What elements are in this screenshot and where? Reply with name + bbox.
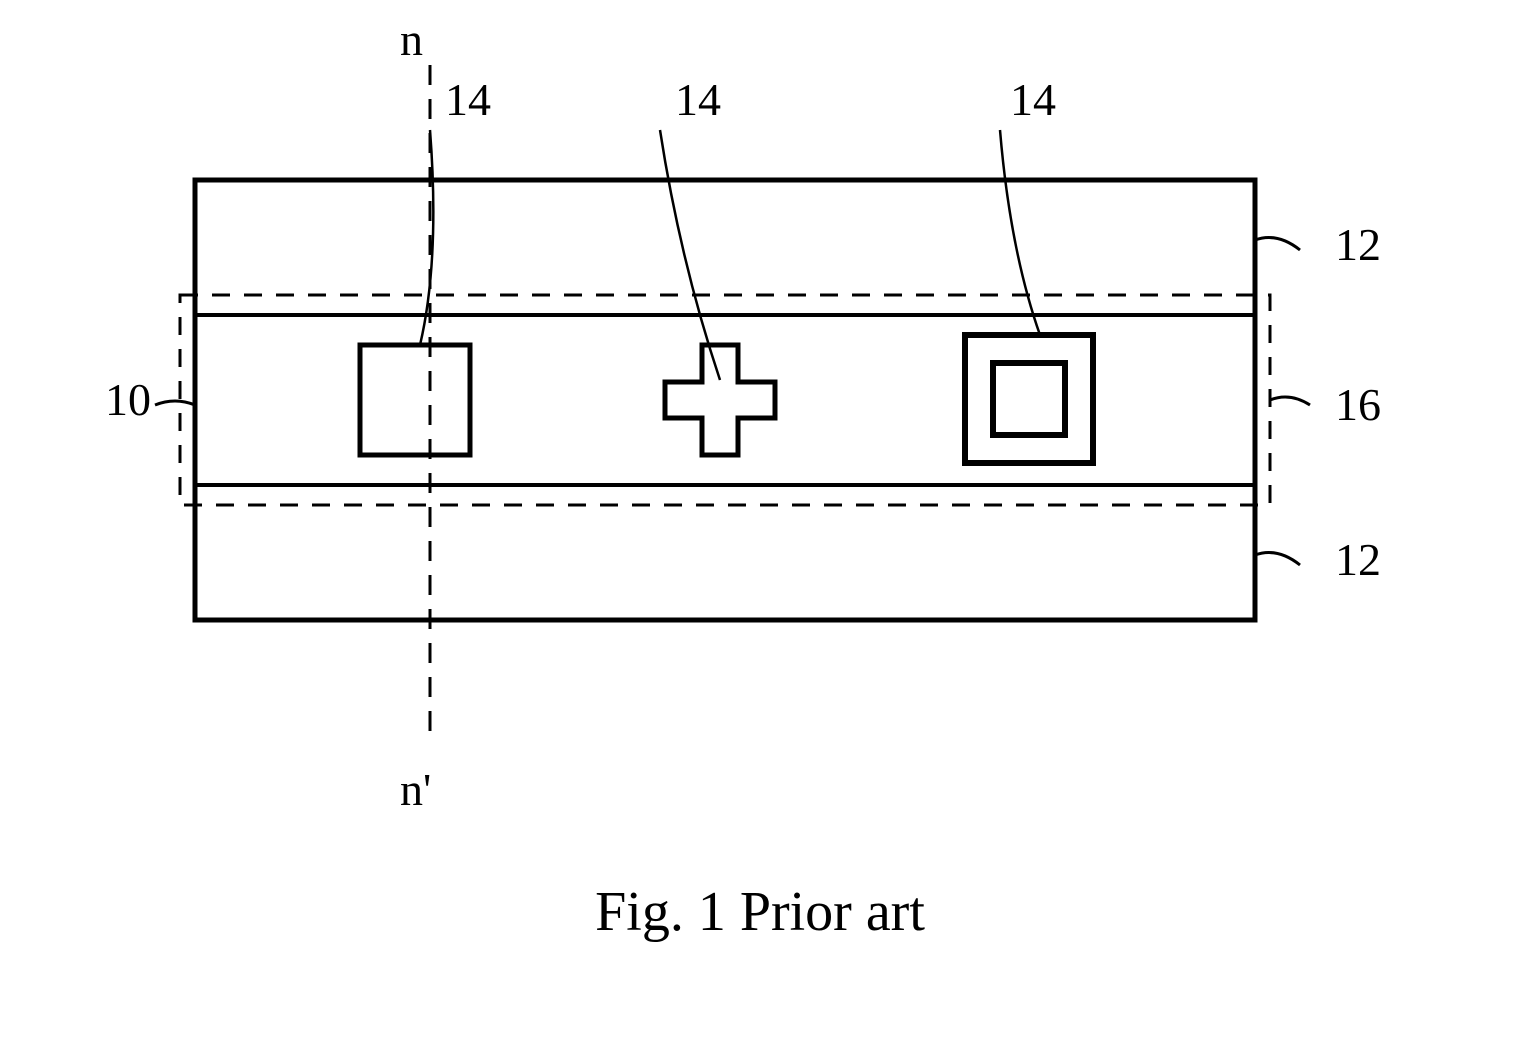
figure-caption: Fig. 1 Prior art: [595, 881, 925, 943]
label-16: 16: [1335, 379, 1381, 430]
label-n-top: n: [400, 14, 423, 65]
label-n-bottom: n': [400, 764, 431, 815]
label-14-center: 14: [675, 74, 721, 125]
label-14-left: 14: [445, 74, 491, 125]
label-10: 10: [105, 374, 151, 425]
label-14-right: 14: [1010, 74, 1056, 125]
label-12-bottom: 12: [1335, 534, 1381, 585]
label-12-top: 12: [1335, 219, 1381, 270]
